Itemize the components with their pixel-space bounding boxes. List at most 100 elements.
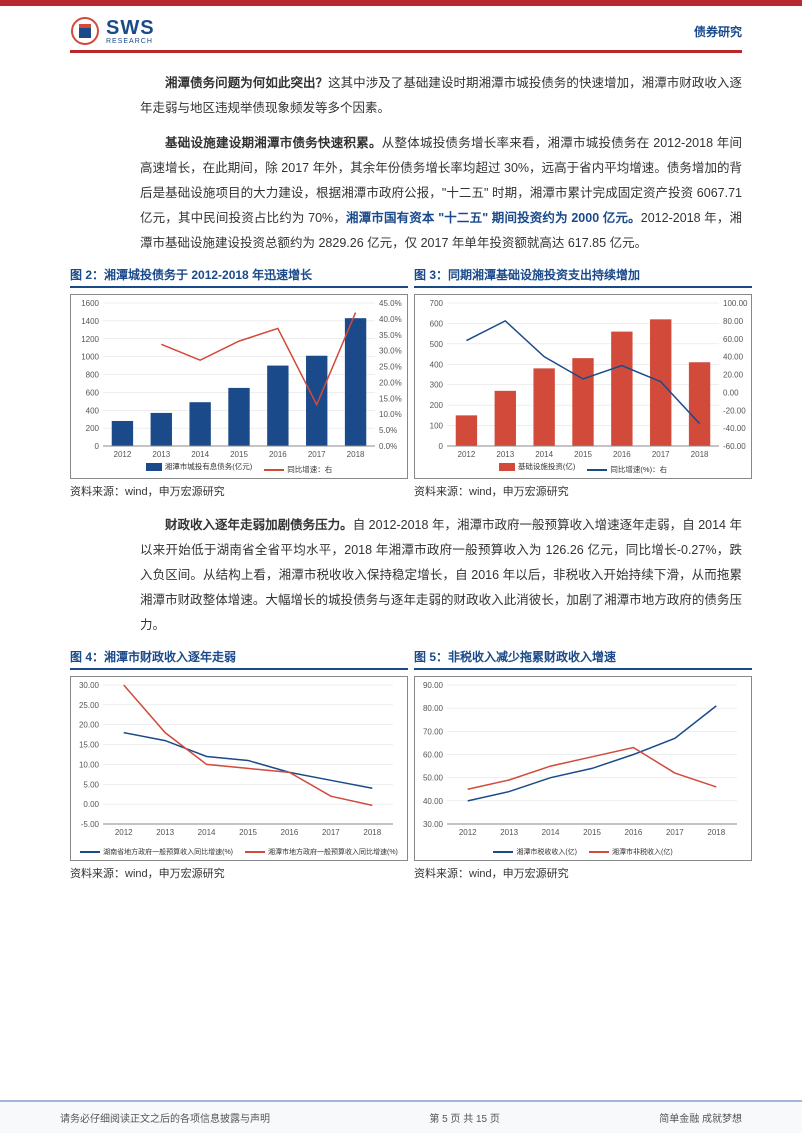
- svg-text:2018: 2018: [347, 450, 365, 459]
- svg-text:30.0%: 30.0%: [379, 347, 402, 356]
- para-3: 财政收入逐年走弱加剧债务压力。自 2012-2018 年，湘潭市政府一般预算收入…: [140, 513, 742, 638]
- para-3-rest: 自 2012-2018 年，湘潭市政府一般预算收入增速逐年走弱，自 2014 年…: [140, 518, 742, 632]
- fig4-src: 资料来源：wind，申万宏源研究: [70, 865, 408, 881]
- para-1-lead: 湘潭债务问题为何如此突出？: [165, 76, 328, 90]
- fig4-chart: -5.000.005.0010.0015.0020.0025.0030.0020…: [70, 676, 408, 861]
- svg-text:2014: 2014: [198, 828, 216, 837]
- fig5: 图 5：非税收入减少拖累财政收入增速 30.0040.0050.0060.007…: [414, 648, 752, 881]
- svg-text:500: 500: [430, 340, 444, 349]
- svg-text:100: 100: [430, 422, 444, 431]
- svg-text:-5.00: -5.00: [81, 820, 100, 829]
- svg-text:1000: 1000: [81, 353, 99, 362]
- svg-text:1400: 1400: [81, 317, 99, 326]
- svg-text:300: 300: [430, 381, 444, 390]
- fig4: 图 4：湘潭市财政收入逐年走弱 -5.000.005.0010.0015.002…: [70, 648, 408, 881]
- svg-text:2015: 2015: [574, 450, 592, 459]
- svg-text:35.0%: 35.0%: [379, 331, 402, 340]
- svg-text:2017: 2017: [652, 450, 670, 459]
- fig2-chart: 020040060080010001200140016000.0%5.0%10.…: [70, 294, 408, 479]
- svg-text:200: 200: [86, 424, 100, 433]
- svg-text:2014: 2014: [535, 450, 553, 459]
- svg-text:400: 400: [86, 406, 100, 415]
- svg-text:2017: 2017: [322, 828, 340, 837]
- para-2-lead: 基础设施建设期湘潭市债务快速积累。: [165, 136, 382, 150]
- svg-text:100.00: 100.00: [723, 299, 748, 308]
- footer-left: 请务必仔细阅读正文之后的各项信息披露与声明: [60, 1110, 270, 1125]
- svg-text:5.0%: 5.0%: [379, 426, 397, 435]
- footer: 请务必仔细阅读正文之后的各项信息披露与声明 第 5 页 共 15 页 简单金融 …: [0, 1100, 802, 1133]
- svg-text:70.00: 70.00: [423, 727, 444, 736]
- para-3-lead: 财政收入逐年走弱加剧债务压力。: [165, 518, 353, 532]
- footer-right: 简单金融 成就梦想: [659, 1110, 742, 1125]
- svg-text:2012: 2012: [458, 450, 476, 459]
- header-category: 债券研究: [694, 23, 742, 40]
- svg-text:2016: 2016: [269, 450, 287, 459]
- svg-text:200: 200: [430, 401, 444, 410]
- svg-text:40.0%: 40.0%: [379, 315, 402, 324]
- svg-text:45.0%: 45.0%: [379, 299, 402, 308]
- svg-text:2012: 2012: [115, 828, 133, 837]
- body-text-2: 财政收入逐年走弱加剧债务压力。自 2012-2018 年，湘潭市政府一般预算收入…: [0, 499, 802, 638]
- svg-text:2013: 2013: [156, 828, 174, 837]
- svg-text:2015: 2015: [239, 828, 257, 837]
- svg-text:2012: 2012: [114, 450, 132, 459]
- svg-text:2014: 2014: [542, 828, 560, 837]
- svg-text:40.00: 40.00: [423, 797, 444, 806]
- fig5-chart: 30.0040.0050.0060.0070.0080.0090.0020122…: [414, 676, 752, 861]
- svg-text:60.00: 60.00: [723, 335, 744, 344]
- fig5-src: 资料来源：wind，申万宏源研究: [414, 865, 752, 881]
- svg-text:2013: 2013: [152, 450, 170, 459]
- svg-text:2015: 2015: [230, 450, 248, 459]
- svg-text:10.0%: 10.0%: [379, 410, 402, 419]
- svg-text:25.0%: 25.0%: [379, 363, 402, 372]
- svg-text:2013: 2013: [500, 828, 518, 837]
- svg-text:600: 600: [86, 388, 100, 397]
- svg-text:2013: 2013: [496, 450, 514, 459]
- svg-text:700: 700: [430, 299, 444, 308]
- svg-text:80.00: 80.00: [423, 704, 444, 713]
- svg-text:2015: 2015: [583, 828, 601, 837]
- svg-text:2016: 2016: [625, 828, 643, 837]
- svg-text:15.00: 15.00: [79, 741, 100, 750]
- svg-text:50.00: 50.00: [423, 774, 444, 783]
- svg-text:0.00: 0.00: [83, 800, 99, 809]
- header: SWS RESEARCH 债券研究: [0, 6, 802, 50]
- svg-text:0.00: 0.00: [723, 388, 739, 397]
- svg-text:2016: 2016: [281, 828, 299, 837]
- logo-icon: [70, 16, 100, 46]
- svg-text:20.00: 20.00: [79, 721, 100, 730]
- fig3-title: 图 3：同期湘潭基础设施投资支出持续增加: [414, 266, 752, 288]
- svg-text:0: 0: [95, 442, 100, 451]
- para-1: 湘潭债务问题为何如此突出？这其中涉及了基础建设时期湘潭市城投债务的快速增加，湘潭…: [140, 71, 742, 121]
- svg-text:10.00: 10.00: [79, 760, 100, 769]
- para-2: 基础设施建设期湘潭市债务快速积累。从整体城投债务增长率来看，湘潭市城投债务在 2…: [140, 131, 742, 256]
- svg-text:80.00: 80.00: [723, 317, 744, 326]
- svg-text:600: 600: [430, 319, 444, 328]
- svg-text:30.00: 30.00: [79, 681, 100, 690]
- fig4-title: 图 4：湘潭市财政收入逐年走弱: [70, 648, 408, 670]
- svg-text:2018: 2018: [363, 828, 381, 837]
- svg-text:20.00: 20.00: [723, 371, 744, 380]
- svg-text:1600: 1600: [81, 299, 99, 308]
- fig2-title: 图 2：湘潭城投债务于 2012-2018 年迅速增长: [70, 266, 408, 288]
- svg-text:2018: 2018: [691, 450, 709, 459]
- fig2-src: 资料来源：wind，申万宏源研究: [70, 483, 408, 499]
- svg-text:2017: 2017: [308, 450, 326, 459]
- svg-text:-20.00: -20.00: [723, 406, 746, 415]
- svg-text:40.00: 40.00: [723, 353, 744, 362]
- fig3-chart: 0 100 200 300 400 500 600 700 -60.00 -40.00 -20.00…: [414, 294, 752, 479]
- body-text: 湘潭债务问题为何如此突出？这其中涉及了基础建设时期湘潭市城投债务的快速增加，湘潭…: [0, 53, 802, 256]
- svg-text:0: 0: [439, 442, 444, 451]
- svg-text:-60.00: -60.00: [723, 442, 746, 451]
- svg-text:800: 800: [86, 371, 100, 380]
- svg-text:400: 400: [430, 360, 444, 369]
- svg-text:2012: 2012: [459, 828, 477, 837]
- svg-text:90.00: 90.00: [423, 681, 444, 690]
- svg-text:25.00: 25.00: [79, 701, 100, 710]
- svg-text:1200: 1200: [81, 335, 99, 344]
- fig3-src: 资料来源：wind，申万宏源研究: [414, 483, 752, 499]
- footer-mid: 第 5 页 共 15 页: [429, 1110, 500, 1125]
- svg-text:-40.00: -40.00: [723, 424, 746, 433]
- svg-text:30.00: 30.00: [423, 820, 444, 829]
- logo: SWS RESEARCH: [70, 16, 155, 46]
